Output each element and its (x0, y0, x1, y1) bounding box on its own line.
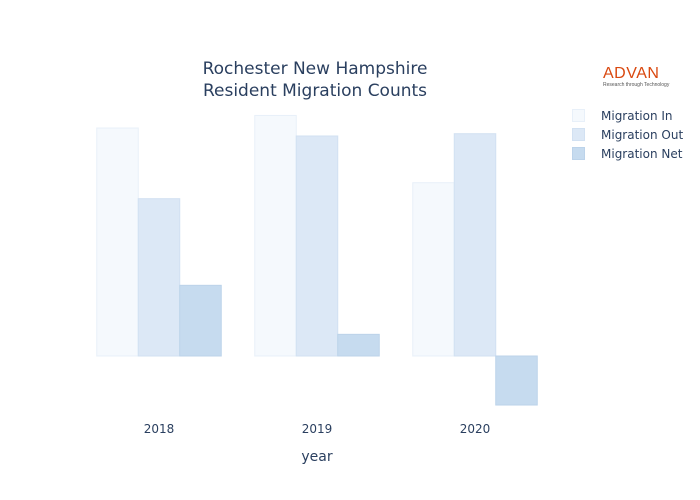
x-tick-label-2018: 2018 (144, 422, 175, 436)
bar-migration-in-2019[interactable] (254, 114, 297, 357)
legend-label-migration-in: Migration In (601, 108, 673, 123)
x-tick-label-2020: 2020 (460, 422, 491, 436)
chart-title-line-2: Resident Migration Counts (202, 81, 428, 101)
legend-item-migration-out[interactable]: Migration Out (572, 125, 683, 144)
bar-migration-in-2018[interactable] (96, 127, 139, 357)
bar-migration-in-2020[interactable] (412, 182, 455, 357)
x-tick-label-2019: 2019 (302, 422, 333, 436)
advan-logo: ADVAN Research through Technology (603, 66, 669, 89)
bar-migration-net-2020[interactable] (495, 355, 538, 406)
legend[interactable]: Migration In Migration Out Migration Net (572, 106, 683, 163)
chart-title: Rochester New Hampshire Resident Migrati… (130, 58, 500, 102)
legend-label-migration-out: Migration Out (601, 127, 684, 142)
bar-migration-out-2018[interactable] (137, 198, 181, 357)
legend-label-migration-net: Migration Net (601, 146, 683, 161)
legend-item-migration-in[interactable]: Migration In (572, 106, 683, 125)
legend-item-migration-net[interactable]: Migration Net (572, 144, 683, 163)
bar-migration-net-2018[interactable] (179, 284, 222, 357)
bar-migration-out-2020[interactable] (453, 133, 497, 357)
bar-migration-net-2019[interactable] (337, 333, 380, 357)
logo-tagline: Research through Technology (603, 82, 670, 88)
chart-title-line-1: Rochester New Hampshire (202, 59, 428, 79)
legend-swatch-migration-in (572, 109, 585, 122)
x-axis-label: year (301, 449, 332, 465)
logo-wordmark: ADVAN (603, 65, 660, 82)
bar-migration-out-2019[interactable] (295, 135, 339, 357)
legend-swatch-migration-out (572, 128, 585, 141)
legend-swatch-migration-net (572, 147, 585, 160)
